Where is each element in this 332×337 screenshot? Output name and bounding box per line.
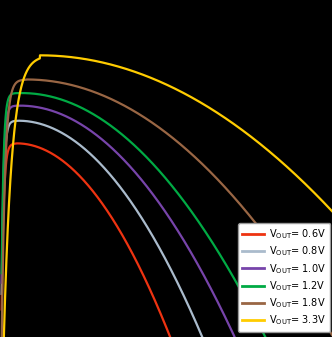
Legend: V$_\mathrm{OUT}$= 0.6V, V$_\mathrm{OUT}$= 0.8V, V$_\mathrm{OUT}$= 1.0V, V$_\math: V$_\mathrm{OUT}$= 0.6V, V$_\mathrm{OUT}$… (238, 223, 330, 332)
